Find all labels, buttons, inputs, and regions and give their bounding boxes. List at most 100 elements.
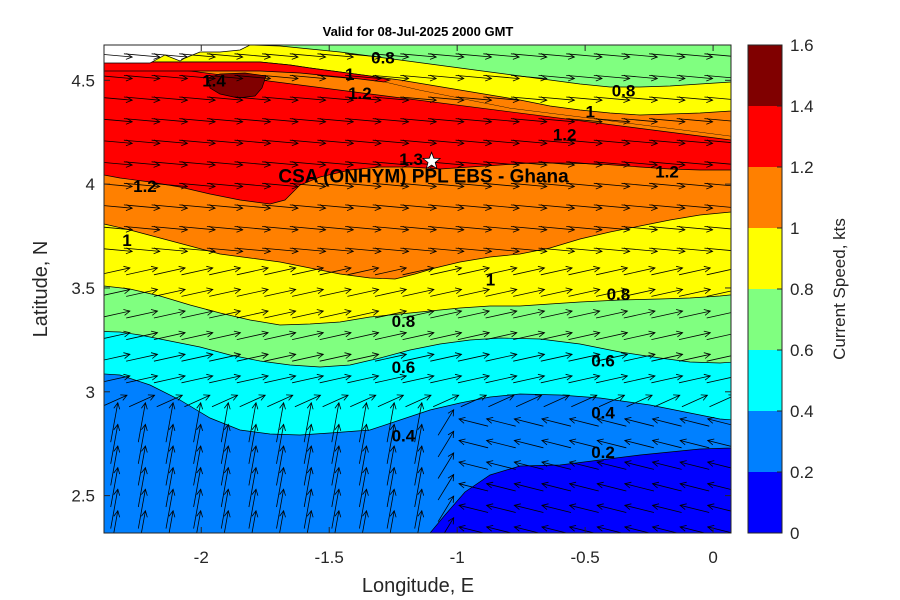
arrow-head (567, 74, 576, 82)
y-tick-label: 4 (86, 175, 95, 194)
arrow-shaft (153, 289, 186, 297)
current-arrow (262, 139, 299, 147)
current-arrow (193, 488, 203, 529)
current-arrow (568, 438, 599, 449)
arrow-head (291, 225, 299, 233)
arrow-head (372, 330, 380, 338)
current-arrow (317, 53, 355, 60)
current-arrow (123, 161, 161, 168)
arrow-head (510, 309, 518, 316)
arrow-head (289, 352, 297, 359)
arrow-head (424, 394, 432, 401)
current-arrow (317, 96, 355, 103)
arrow-head (319, 74, 327, 82)
arrow-shaft (704, 96, 731, 100)
arrow-head (510, 352, 518, 359)
arrow-shaft (151, 182, 188, 187)
current-arrow (540, 309, 573, 319)
arrow-head (676, 373, 684, 381)
current-arrow (483, 117, 520, 125)
current-arrow (706, 481, 731, 490)
arrow-head (678, 74, 686, 82)
arrow-shaft (179, 182, 216, 187)
current-arrow (437, 408, 455, 436)
arrow-head (676, 265, 684, 273)
current-arrow (621, 117, 659, 125)
arrow-shaft (372, 247, 409, 252)
arrow-head (512, 161, 520, 168)
current-arrow (483, 53, 520, 60)
current-arrow (455, 53, 493, 60)
current-arrow (110, 445, 121, 486)
arrow-shaft (317, 247, 354, 252)
arrow-head (125, 225, 134, 233)
arrow-head (125, 247, 134, 255)
arrow-shaft (104, 205, 133, 209)
arrow-shaft (455, 53, 492, 58)
current-arrow (137, 401, 148, 443)
arrow-head (676, 352, 684, 359)
arrow-shaft (652, 483, 682, 492)
arrow-head (289, 309, 297, 316)
current-arrow (485, 309, 518, 319)
arrow-shaft (566, 53, 603, 58)
arrow-head (196, 466, 203, 475)
arrow-head (648, 265, 656, 273)
current-arrow (236, 330, 269, 340)
arrow-head (123, 287, 131, 295)
arrow-shaft (123, 96, 160, 101)
colorbar-tick-label: 0.4 (790, 402, 814, 421)
arrow-head (731, 288, 738, 294)
current-arrow (437, 473, 455, 501)
arrow-shaft (345, 75, 381, 79)
arrow-shaft (486, 483, 516, 492)
current-arrow (234, 53, 272, 60)
current-arrow (623, 287, 656, 297)
arrow-head (344, 330, 352, 338)
current-arrow (181, 352, 214, 362)
arrow-head (457, 161, 465, 168)
current-arrow (513, 309, 546, 319)
arrow-head (648, 373, 656, 381)
arrow-shaft (400, 247, 437, 252)
arrow-head (429, 247, 438, 255)
arrow-head (565, 265, 573, 273)
current-arrow (485, 460, 516, 470)
arrow-head (429, 53, 438, 60)
current-arrow (402, 309, 435, 319)
current-arrow (651, 265, 684, 276)
arrow-shaft (678, 353, 711, 362)
arrow-head (168, 401, 176, 410)
current-arrow (303, 466, 314, 508)
arrow-head (678, 117, 686, 125)
current-arrow (345, 53, 382, 60)
site-label: CSA (ONHYM) PPL EBS - Ghana (278, 166, 569, 187)
arrow-shaft (262, 161, 299, 166)
current-arrow (427, 96, 465, 103)
current-arrow (279, 509, 286, 533)
arrow-shaft (427, 182, 464, 187)
arrow-shaft (110, 424, 119, 464)
current-arrow (389, 509, 397, 533)
arrow-shaft (151, 118, 188, 123)
arrow-head (541, 481, 549, 489)
arrow-shaft (292, 310, 324, 319)
arrow-head (374, 182, 382, 190)
current-arrow (566, 96, 603, 103)
arrow-head (650, 53, 659, 60)
arrow-shaft (510, 204, 547, 209)
current-arrow (566, 182, 603, 190)
arrow-head (479, 394, 488, 401)
current-arrow (513, 373, 546, 384)
current-arrow (104, 394, 128, 407)
arrow-shaft (331, 489, 340, 529)
current-arrow (386, 445, 397, 486)
arrow-head (510, 287, 518, 295)
arrow-shaft (276, 489, 284, 529)
current-arrow (596, 265, 629, 276)
arrow-head (236, 53, 244, 60)
arrow-shaft (652, 504, 682, 513)
arrow-shaft (651, 353, 683, 362)
current-arrow (483, 161, 520, 168)
current-arrow (317, 182, 355, 190)
